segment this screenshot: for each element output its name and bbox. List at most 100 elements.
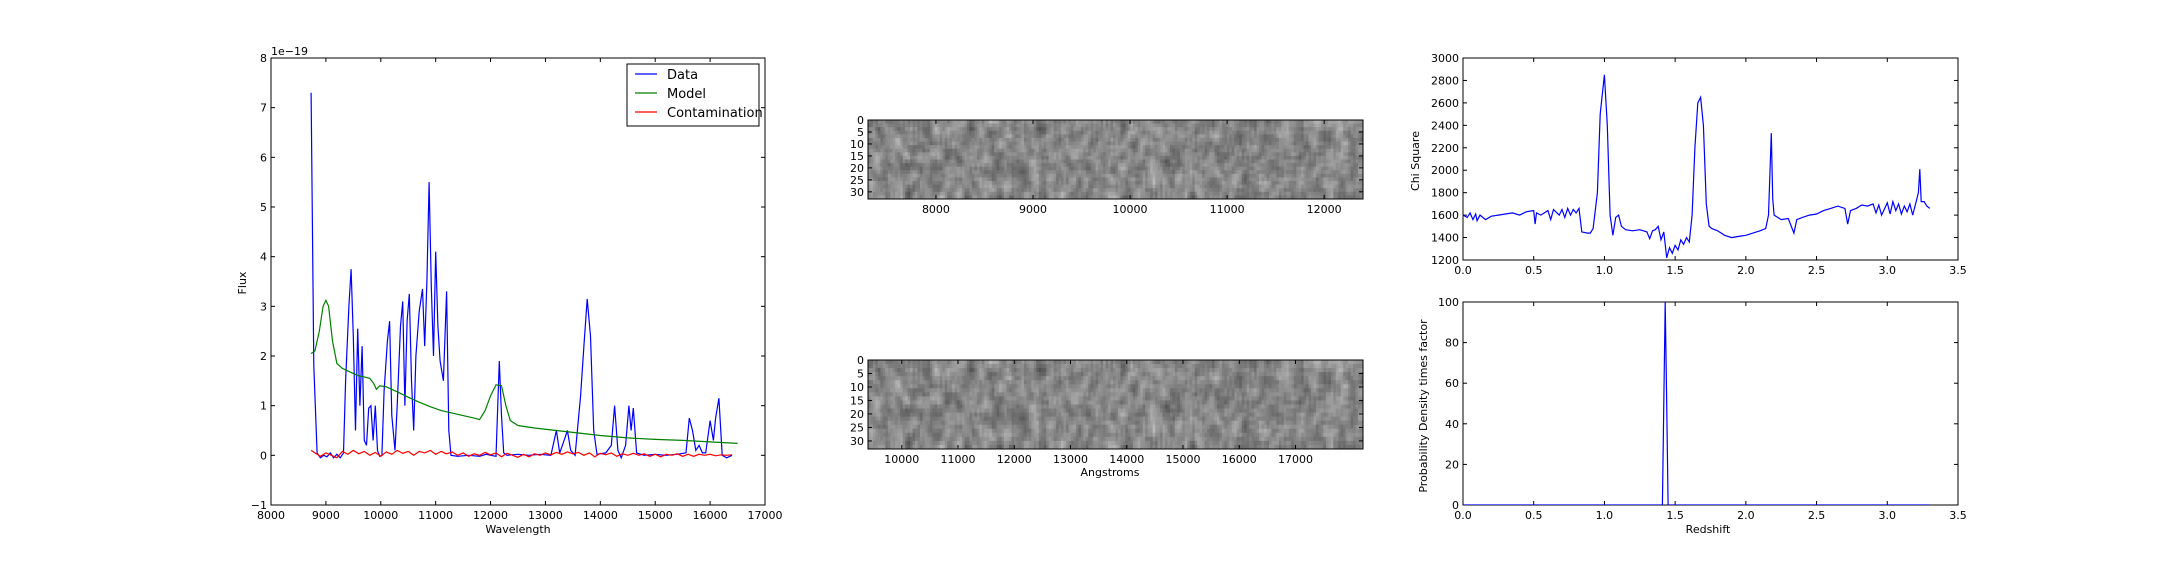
image-pixel: [1311, 123, 1314, 128]
image-pixel: [1137, 120, 1141, 124]
image-pixel: [919, 155, 923, 160]
image-pixel: [1286, 159, 1290, 164]
image-pixel: [1192, 360, 1196, 365]
image-pixel: [1011, 155, 1015, 160]
image-pixel: [1244, 123, 1248, 128]
image-pixel: [1085, 155, 1089, 160]
image-pixel: [1051, 191, 1055, 196]
image-pixel: [1137, 163, 1141, 168]
image-pixel: [942, 148, 946, 153]
image-pixel: [1026, 159, 1030, 164]
image-pixel: [1296, 163, 1300, 168]
y-tick-label: 7: [260, 102, 267, 115]
image-pixel: [1261, 123, 1265, 128]
image-pixel: [1179, 141, 1183, 146]
image-pixel: [1353, 134, 1356, 139]
image-pixel: [1098, 191, 1102, 196]
image-pixel: [1120, 130, 1124, 135]
image-pixel: [1231, 141, 1235, 146]
image-pixel: [1348, 191, 1352, 196]
image-pixel: [1083, 177, 1087, 182]
image-pixel: [1179, 155, 1183, 160]
image-pixel: [1053, 177, 1057, 182]
image-pixel: [1078, 155, 1082, 160]
image-pixel: [989, 163, 993, 168]
image-pixel: [1080, 130, 1084, 135]
image-pixel: [1291, 152, 1295, 157]
image-pixel: [1160, 166, 1163, 171]
image-pixel: [1276, 191, 1280, 196]
image-pixel: [939, 184, 943, 189]
image-pixel: [1083, 163, 1087, 168]
image-pixel: [954, 184, 958, 189]
image-pixel: [1174, 152, 1178, 157]
image-pixel: [870, 184, 874, 189]
image-pixel: [1100, 152, 1104, 157]
image-pixel: [1108, 166, 1111, 171]
image-pixel: [924, 191, 928, 196]
image-pixel: [1033, 191, 1037, 196]
image-pixel: [1301, 120, 1305, 124]
image-pixel: [1117, 123, 1121, 128]
image-pixel: [1093, 170, 1097, 175]
image-pixel: [1229, 120, 1233, 124]
image-pixel: [1103, 173, 1107, 178]
image-pixel: [1276, 120, 1280, 124]
image-pixel: [1098, 137, 1102, 142]
image-pixel: [1145, 166, 1149, 171]
image-pixel: [1014, 145, 1017, 150]
image-pixel: [1315, 360, 1319, 365]
image-pixel: [1182, 127, 1186, 132]
image-pixel: [969, 141, 973, 146]
image-pixel: [1001, 166, 1005, 171]
image-pixel: [1192, 166, 1196, 171]
image-pixel: [1100, 181, 1104, 186]
image-pixel: [1187, 134, 1191, 139]
image-pixel: [1061, 145, 1064, 150]
image-pixel: [1053, 166, 1057, 171]
image-pixel: [1006, 184, 1010, 189]
image-pixel: [1117, 177, 1121, 182]
image-pixel: [1226, 155, 1230, 160]
image-pixel: [927, 148, 931, 153]
image-pixel: [952, 137, 956, 142]
image-pixel: [1291, 148, 1295, 153]
image-pixel: [885, 173, 889, 178]
image-pixel: [915, 364, 918, 369]
image-pixel: [1011, 123, 1015, 128]
image-pixel: [1271, 184, 1275, 189]
image-pixel: [1046, 123, 1050, 128]
image-pixel: [1056, 152, 1059, 157]
image-pixel: [1080, 134, 1084, 139]
image-pixel: [1202, 130, 1206, 135]
image-pixel: [1236, 155, 1240, 160]
image-pixel: [1350, 191, 1354, 196]
image-pixel: [1184, 177, 1188, 182]
image-pixel: [1306, 364, 1309, 369]
image-pixel: [1132, 148, 1136, 153]
image-pixel: [1306, 141, 1309, 146]
image-pixel: [979, 173, 983, 178]
image-pixel: [1259, 134, 1262, 139]
image-pixel: [1207, 360, 1210, 365]
image-pixel: [1313, 191, 1317, 196]
image-pixel: [1001, 152, 1005, 157]
image-pixel: [890, 364, 894, 369]
image-pixel: [890, 141, 894, 146]
image-pixel: [1127, 173, 1131, 178]
image-pixel: [1187, 137, 1191, 142]
image-pixel: [937, 195, 941, 200]
image-pixel: [1194, 360, 1198, 365]
image-pixel: [887, 166, 891, 171]
image-pixel: [1353, 191, 1356, 196]
image-pixel: [919, 134, 923, 139]
image-pixel: [1177, 364, 1181, 369]
image-pixel: [1090, 159, 1094, 164]
image-pixel: [1105, 191, 1109, 196]
image-pixel: [1018, 120, 1022, 124]
image-pixel: [1130, 177, 1134, 182]
image-pixel: [1296, 184, 1300, 189]
image-pixel: [1266, 159, 1270, 164]
image-pixel: [1256, 127, 1260, 132]
image-pixel: [1234, 152, 1238, 157]
